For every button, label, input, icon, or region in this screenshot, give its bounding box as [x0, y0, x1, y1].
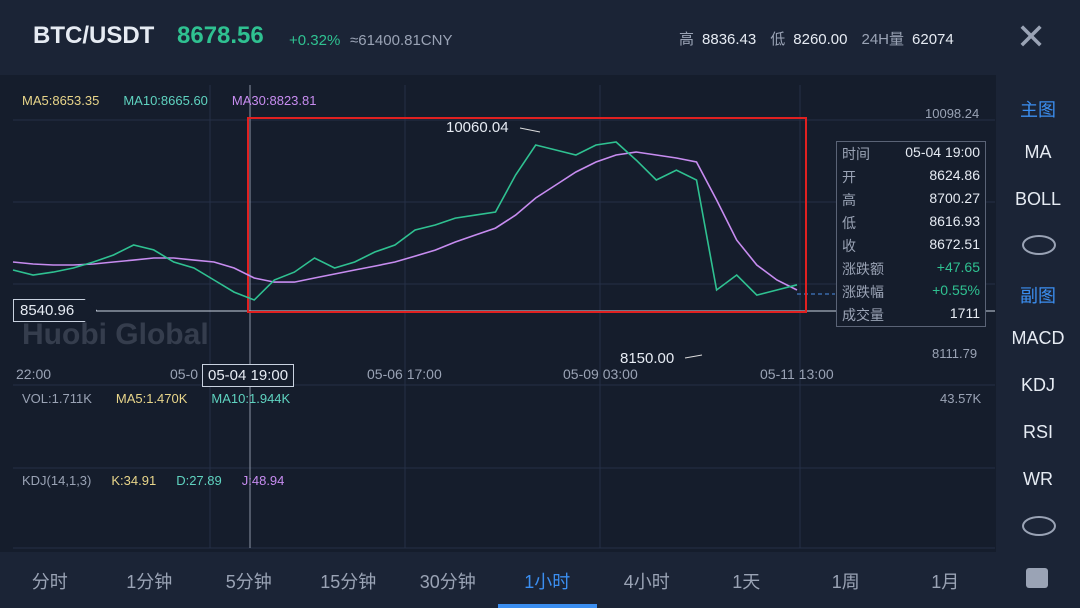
info-value: +0.55%: [932, 282, 980, 298]
close-button[interactable]: ✕: [1016, 16, 1047, 57]
tab-bar: [0, 552, 1080, 608]
crosshair-price: 8540.96: [13, 299, 98, 322]
stat-value: 62074: [912, 31, 954, 48]
tab[interactable]: 1月: [931, 572, 960, 592]
change: +0.32%: [289, 32, 341, 49]
sidebar-item: 副图: [1020, 286, 1056, 306]
x-label: 05-06 17:00: [367, 366, 442, 382]
info-row: 高 8700.27: [837, 188, 985, 211]
info-value: 8700.27: [929, 190, 980, 206]
vol-label: MA10:1.944K: [211, 391, 291, 406]
info-row: 开 8624.86: [837, 165, 985, 188]
x-label: 05-11 13:00: [760, 366, 834, 382]
stat-label: 24H量: [861, 31, 905, 48]
info-row: 成交量 1711: [837, 303, 985, 326]
high-label: 10060.04: [446, 119, 509, 136]
header: [0, 0, 1080, 75]
stat-label: 低: [770, 31, 786, 48]
kdj-label: J:48.94: [241, 473, 285, 488]
info-label: 收: [842, 238, 856, 254]
info-label: 时间: [842, 146, 870, 162]
info-value: +47.65: [936, 259, 980, 275]
info-value: 05-04 19:00: [905, 144, 980, 160]
x-label: 05-09 03:00: [563, 366, 638, 382]
tab[interactable]: 4小时: [623, 572, 670, 592]
low-label: 8150.00: [620, 350, 675, 367]
info-value: 8672.51: [929, 236, 980, 252]
ma-label: MA5:8653.35: [22, 93, 100, 108]
sidebar-item[interactable]: KDJ: [1020, 375, 1055, 395]
axis-top: 10098.24: [925, 106, 980, 121]
info-value: 1711: [949, 305, 980, 321]
x-label: 22:00: [16, 366, 52, 382]
ma-label: MA10:8665.60: [123, 93, 208, 108]
vol-axis: 43.57K: [940, 391, 982, 406]
info-label: 高: [842, 192, 856, 208]
sidebar-item[interactable]: MA: [1024, 142, 1052, 162]
sidebar-item[interactable]: RSI: [1022, 422, 1053, 442]
stat-label: 高: [679, 31, 695, 48]
info-label: 涨跌幅: [842, 284, 884, 300]
vol-label: VOL:1.711K: [22, 391, 92, 406]
pair: BTC/USDT: [33, 22, 155, 49]
tab[interactable]: 1分钟: [126, 572, 173, 592]
sidebar-item[interactable]: MACD: [1011, 328, 1065, 348]
info-value: 8616.93: [929, 213, 980, 229]
info-row: 时间 05-04 19:00: [837, 142, 985, 165]
cny: ≈61400.81CNY: [350, 32, 453, 49]
x-label: 05-0: [170, 366, 199, 382]
eye-icon[interactable]: [1022, 516, 1056, 536]
info-row: 收 8672.51: [837, 234, 985, 257]
sidebar-item: 主图: [1020, 100, 1056, 120]
stat-value: 8836.43: [702, 31, 757, 48]
tab[interactable]: 1小时: [524, 572, 571, 592]
axis-bottom: 8111.79: [932, 346, 978, 361]
info-row: 涨跌幅 +0.55%: [837, 280, 985, 303]
crosshair-time: 05-04 19:00: [202, 364, 295, 387]
sidebar-item[interactable]: WR: [1023, 469, 1053, 489]
info-label: 开: [842, 169, 856, 185]
info-label: 成交量: [842, 307, 884, 323]
info-value: 8624.86: [929, 167, 980, 183]
stat-value: 8260.00: [793, 31, 848, 48]
tab[interactable]: 1天: [732, 572, 761, 592]
sidebar: [996, 75, 1080, 552]
tab[interactable]: 5分钟: [225, 572, 272, 592]
ma30-line: [12, 151, 798, 291]
watermark: Huobi Global: [22, 318, 209, 351]
info-label: 涨跌额: [842, 261, 884, 277]
close-line: [12, 141, 798, 301]
tab[interactable]: 分时: [31, 572, 68, 592]
tab[interactable]: 30分钟: [419, 572, 476, 592]
ma-label: MA30:8823.81: [231, 93, 317, 108]
info-row: 涨跌额 +47.65: [837, 257, 985, 280]
tab[interactable]: 1周: [831, 572, 860, 592]
tab[interactable]: 15分钟: [320, 572, 377, 592]
eye-icon[interactable]: [1022, 235, 1056, 255]
settings-icon[interactable]: [1026, 568, 1048, 588]
kdj-label: KDJ(14,1,3): [22, 473, 92, 488]
highlight-box: [247, 117, 807, 313]
price: 8678.56: [177, 22, 264, 49]
kdj-label: D:27.89: [176, 473, 222, 488]
sidebar-item[interactable]: BOLL: [1014, 189, 1062, 209]
tab-underline: [497, 604, 597, 608]
info-row: 低 8616.93: [837, 211, 985, 234]
info-label: 低: [842, 215, 856, 231]
kdj-label: K:34.91: [111, 473, 157, 488]
vol-label: MA5:1.470K: [115, 391, 188, 406]
